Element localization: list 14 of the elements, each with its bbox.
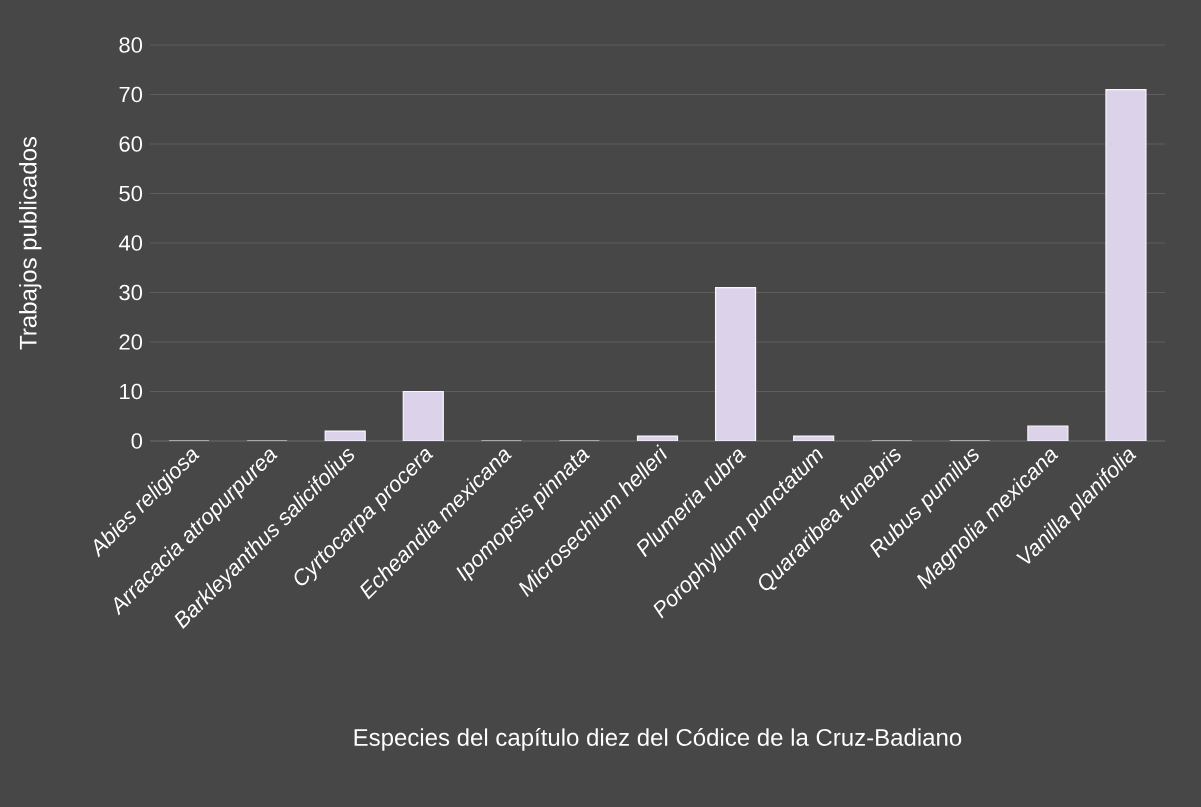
y-tick-label: 10 [120,383,143,400]
y-tick-label: 50 [119,185,143,202]
bar [402,390,444,441]
y-tick-label: 40 [118,235,143,251]
y-tick-label: 60 [119,136,143,152]
x-axis-title: Especies del capítulo diez del Códice de la Cruz-Badiano [354,728,962,751]
y-tick-label: 20 [119,334,143,350]
bar [1105,88,1147,441]
y-tick-label: 80 [119,37,143,53]
bar [714,286,757,441]
y-tick-label: 70 [119,86,143,103]
y-tick-label: 0 [131,433,143,449]
y-axis-title: Trabajos publicados [19,136,42,350]
y-tick-label: 30 [119,284,143,301]
